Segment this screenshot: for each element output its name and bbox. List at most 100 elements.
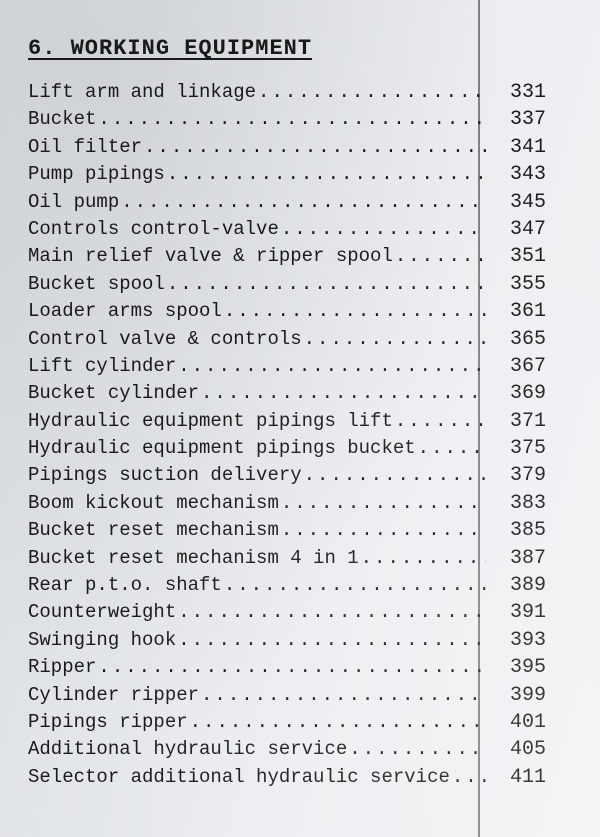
leader-dots bbox=[178, 631, 486, 650]
leader-dots bbox=[349, 740, 486, 759]
toc-entry-page: 393 bbox=[488, 631, 570, 651]
leader-dots bbox=[281, 220, 486, 239]
toc-page: 6. WORKING EQUIPMENT Lift arm and linkag… bbox=[0, 0, 600, 837]
toc-entry-label: Ripper bbox=[28, 658, 96, 677]
toc-row: Pipings suction delivery379 bbox=[28, 466, 570, 486]
toc-entry-page: 405 bbox=[488, 740, 570, 760]
toc-row: Bucket reset mechanism 4 in 1 387 bbox=[28, 549, 570, 569]
toc-entry-page: 383 bbox=[488, 494, 570, 514]
toc-entry-label: Selector additional hydraulic service bbox=[28, 768, 450, 787]
toc-entry-label: Hydraulic equipment pipings lift bbox=[28, 412, 393, 431]
toc-entry-page: 347 bbox=[488, 220, 570, 240]
leader-dots bbox=[190, 713, 486, 732]
leader-dots bbox=[281, 521, 486, 540]
toc-entry-label: Control valve & controls bbox=[28, 330, 302, 349]
leader-dots bbox=[201, 384, 486, 403]
leader-dots bbox=[178, 603, 486, 622]
toc-entry-page: 367 bbox=[488, 357, 570, 377]
toc-entry-page: 401 bbox=[488, 713, 570, 733]
toc-row: Controls control-valve 347 bbox=[28, 220, 570, 240]
leader-dots bbox=[281, 494, 486, 513]
toc-row: Bucket spool 355 bbox=[28, 275, 570, 295]
toc-row: Oil pump 345 bbox=[28, 193, 570, 213]
toc-entry-page: 345 bbox=[488, 193, 570, 213]
toc-row: Oil filter 341 bbox=[28, 138, 570, 158]
toc-row: Control valve & controls 365 bbox=[28, 330, 570, 350]
toc-entry-label: Oil pump bbox=[28, 193, 119, 212]
leader-dots bbox=[418, 439, 486, 458]
leader-dots bbox=[167, 275, 486, 294]
toc-row: Lift arm and linkage331 bbox=[28, 83, 570, 103]
toc-entry-page: 365 bbox=[488, 330, 570, 350]
toc-entry-page: 343 bbox=[488, 165, 570, 185]
toc-entry-label: Hydraulic equipment pipings bucket bbox=[28, 439, 416, 458]
section-title: WORKING EQUIPMENT bbox=[71, 36, 312, 61]
toc-row: Rear p.t.o. shaft 389 bbox=[28, 576, 570, 596]
toc-row: Bucket cylinder 369 bbox=[28, 384, 570, 404]
toc-entry-page: 341 bbox=[488, 138, 570, 158]
column-rule bbox=[478, 0, 480, 837]
toc-row: Counterweight 391 bbox=[28, 603, 570, 623]
leader-dots bbox=[98, 658, 486, 677]
leader-dots bbox=[98, 110, 486, 129]
toc-entry-label: Loader arms spool bbox=[28, 302, 222, 321]
toc-entry-page: 385 bbox=[488, 521, 570, 541]
toc-entry-page: 389 bbox=[488, 576, 570, 596]
toc-entry-label: Cylinder ripper bbox=[28, 686, 199, 705]
leader-dots bbox=[304, 330, 486, 349]
leader-dots bbox=[395, 412, 486, 431]
toc-entry-label: Controls control-valve bbox=[28, 220, 279, 239]
toc-entry-label: Boom kickout mechanism bbox=[28, 494, 279, 513]
leader-dots bbox=[395, 247, 486, 266]
leader-dots bbox=[144, 138, 486, 157]
toc-row: Pump pipings 343 bbox=[28, 165, 570, 185]
section-heading: 6. WORKING EQUIPMENT bbox=[28, 36, 570, 61]
toc-row: Ripper 395 bbox=[28, 658, 570, 678]
toc-row: Bucket 337 bbox=[28, 110, 570, 130]
toc-row: Cylinder ripper 399 bbox=[28, 686, 570, 706]
toc-row: Bucket reset mechanism 385 bbox=[28, 521, 570, 541]
toc-entry-label: Bucket bbox=[28, 110, 96, 129]
leader-dots bbox=[452, 768, 486, 787]
toc-entry-label: Lift arm and linkage bbox=[28, 83, 256, 102]
toc-entry-page: 379 bbox=[488, 466, 570, 486]
toc-row: Hydraulic equipment pipings bucket 375 bbox=[28, 439, 570, 459]
leader-dots bbox=[224, 302, 486, 321]
toc-row: Hydraulic equipment pipings lift 371 bbox=[28, 412, 570, 432]
toc-entry-label: Swinging hook bbox=[28, 631, 176, 650]
toc-entry-page: 395 bbox=[488, 658, 570, 678]
toc-row: Swinging hook 393 bbox=[28, 631, 570, 651]
leader-dots bbox=[121, 193, 486, 212]
toc-entry-page: 355 bbox=[488, 275, 570, 295]
toc-entry-label: Counterweight bbox=[28, 603, 176, 622]
toc-entry-page: 375 bbox=[488, 439, 570, 459]
toc-list: Lift arm and linkage331 Bucket 337 Oil filt… bbox=[28, 83, 570, 788]
toc-row: Boom kickout mechanism 383 bbox=[28, 494, 570, 514]
toc-entry-page: 361 bbox=[488, 302, 570, 322]
toc-entry-label: Additional hydraulic service bbox=[28, 740, 347, 759]
toc-entry-label: Main relief valve & ripper spool bbox=[28, 247, 393, 266]
toc-entry-label: Bucket reset mechanism bbox=[28, 521, 279, 540]
toc-row: Additional hydraulic service 405 bbox=[28, 740, 570, 760]
toc-entry-label: Bucket spool bbox=[28, 275, 165, 294]
section-number: 6. bbox=[28, 36, 56, 61]
toc-row: Main relief valve & ripper spool351 bbox=[28, 247, 570, 267]
toc-entry-label: Oil filter bbox=[28, 138, 142, 157]
leader-dots bbox=[361, 549, 486, 568]
toc-entry-page: 371 bbox=[488, 412, 570, 432]
toc-entry-page: 369 bbox=[488, 384, 570, 404]
toc-entry-label: Bucket cylinder bbox=[28, 384, 199, 403]
toc-entry-label: Pipings ripper bbox=[28, 713, 188, 732]
toc-entry-label: Rear p.t.o. shaft bbox=[28, 576, 222, 595]
toc-entry-page: 411 bbox=[488, 768, 570, 788]
toc-entry-page: 399 bbox=[488, 686, 570, 706]
toc-entry-page: 337 bbox=[488, 110, 570, 130]
leader-dots bbox=[258, 83, 486, 102]
toc-entry-label: Pump pipings bbox=[28, 165, 165, 184]
toc-entry-page: 387 bbox=[488, 549, 570, 569]
leader-dots bbox=[201, 686, 486, 705]
toc-entry-label: Bucket reset mechanism 4 in 1 bbox=[28, 549, 359, 568]
toc-entry-page: 391 bbox=[488, 603, 570, 623]
leader-dots bbox=[167, 165, 486, 184]
leader-dots bbox=[304, 466, 486, 485]
